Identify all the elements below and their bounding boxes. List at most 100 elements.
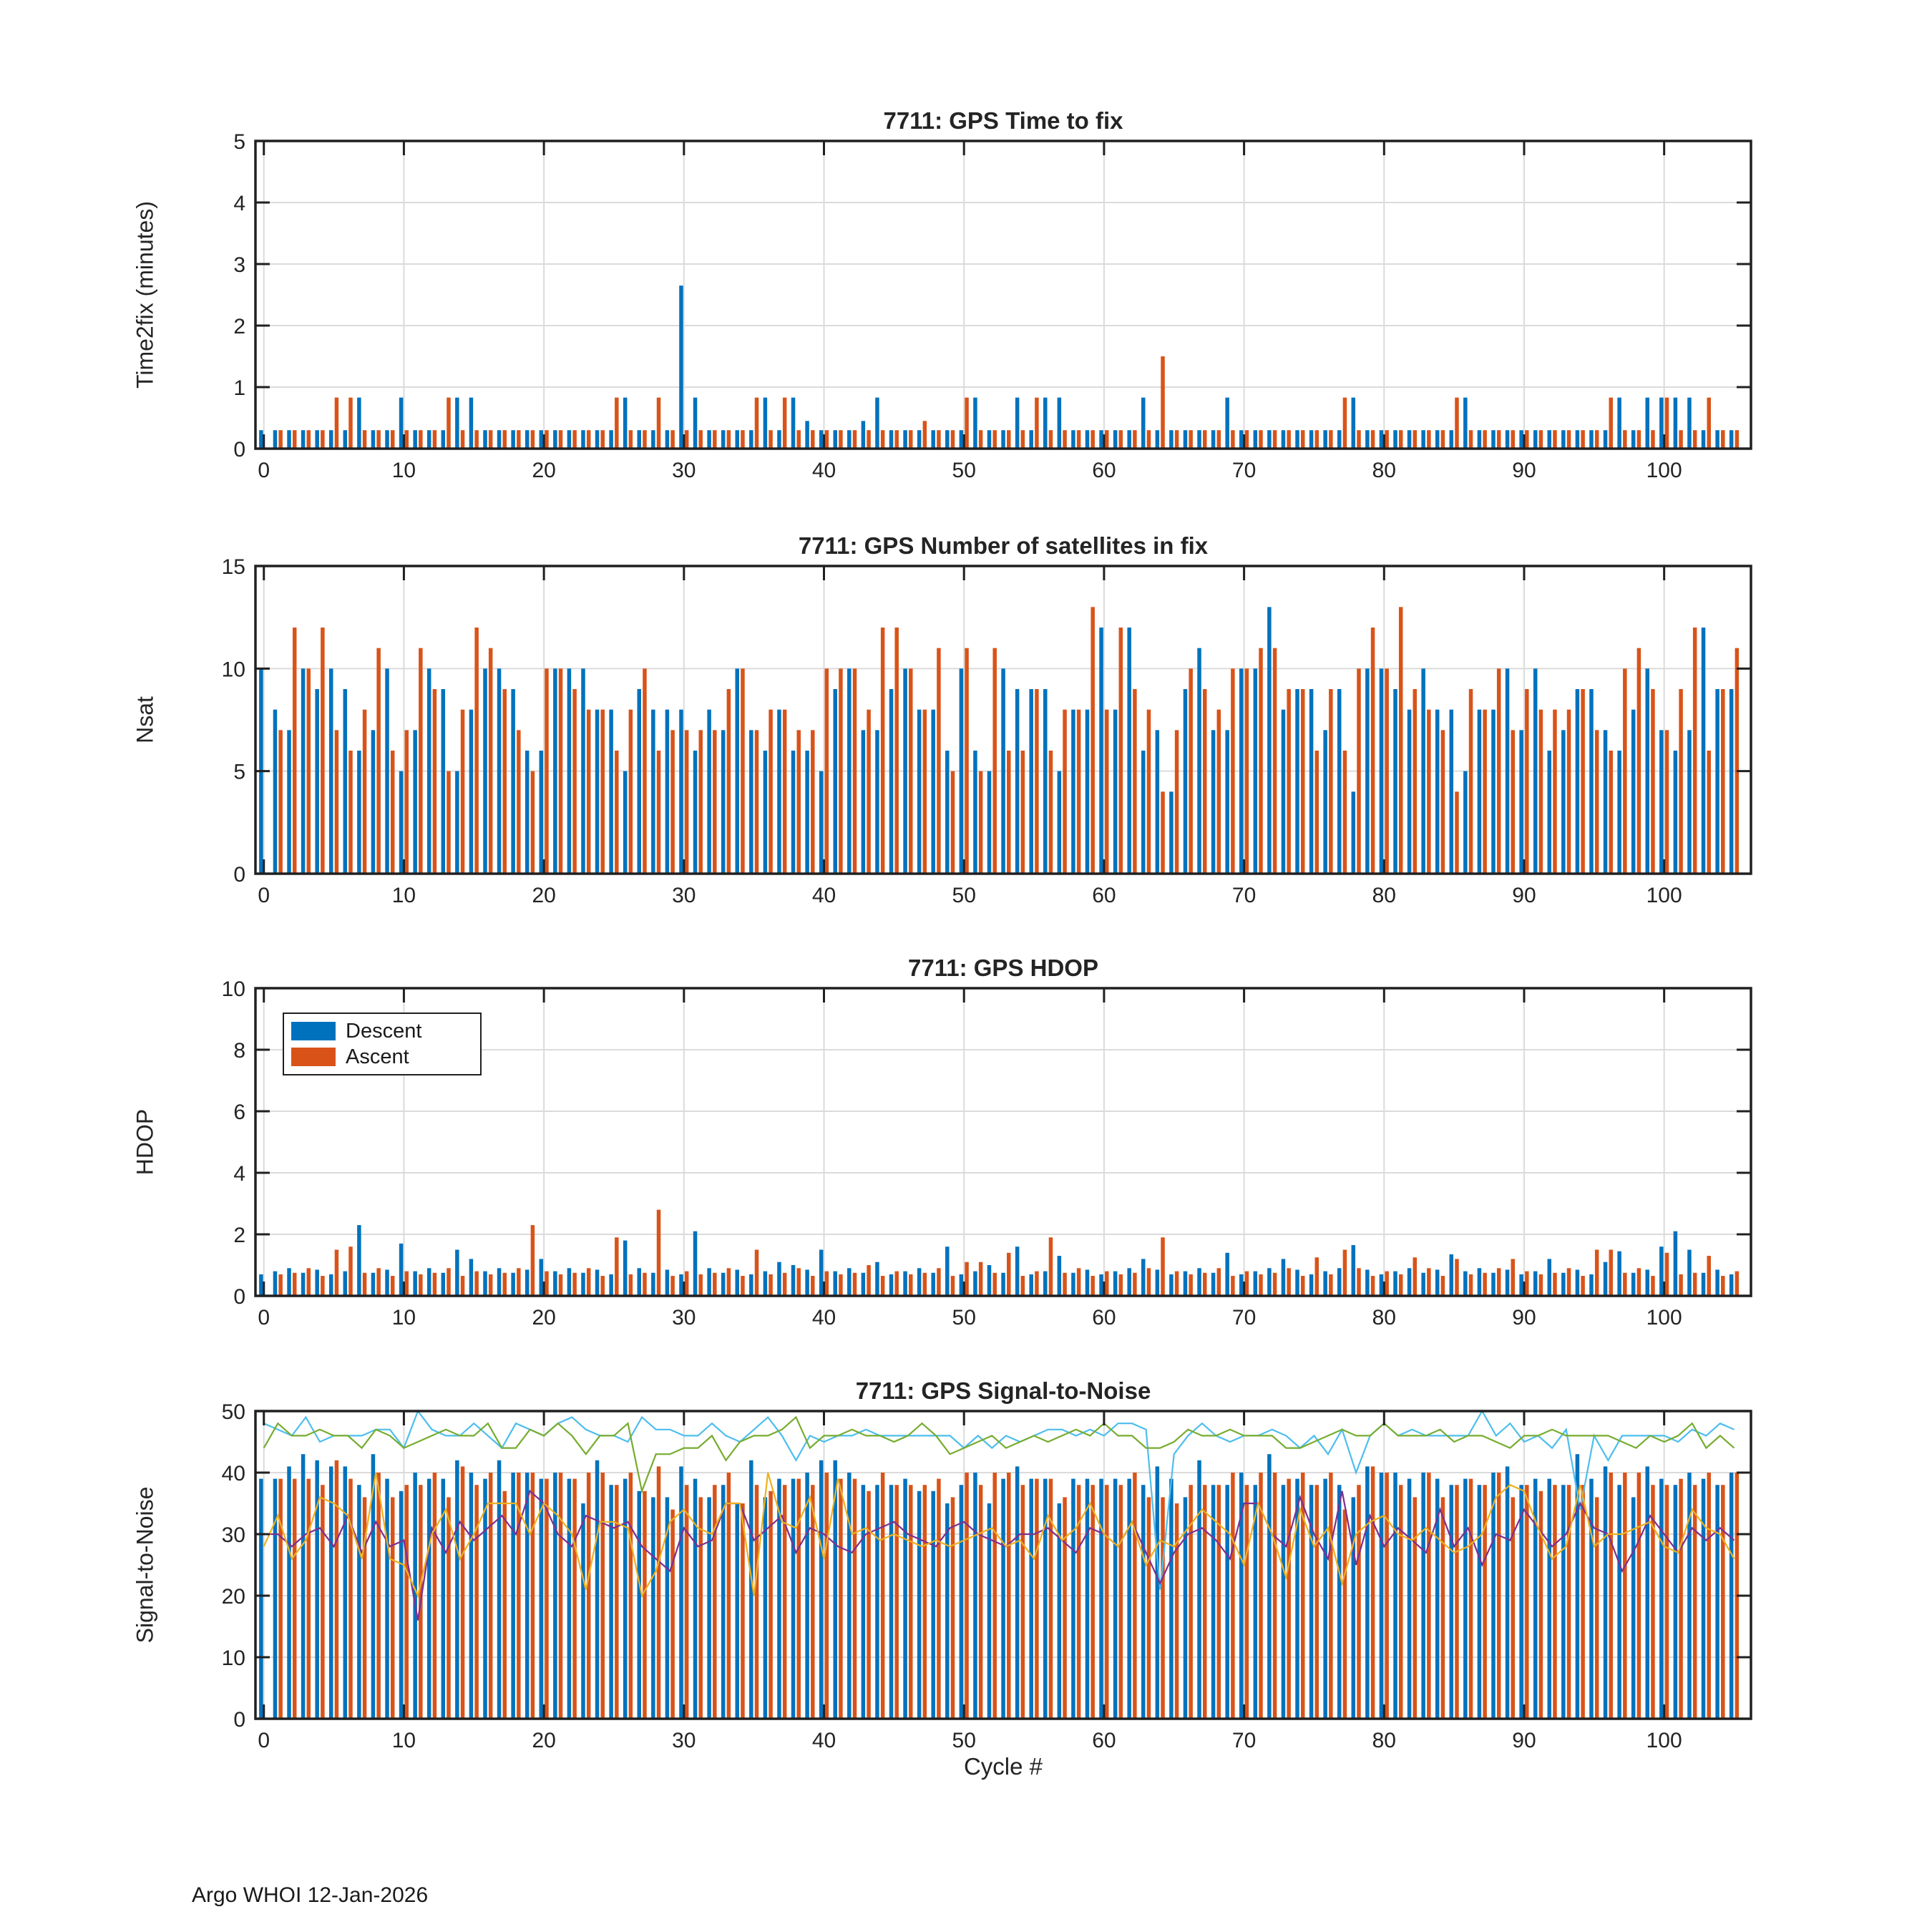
svg-text:8: 8 [233, 1039, 245, 1063]
svg-text:70: 70 [1232, 884, 1256, 907]
svg-text:10: 10 [392, 884, 416, 907]
svg-text:20: 20 [532, 459, 555, 482]
svg-text:2: 2 [233, 1224, 245, 1247]
svg-text:40: 40 [812, 1306, 836, 1330]
svg-text:0: 0 [233, 1285, 245, 1309]
subplot-2-ylabel: Nsat [132, 696, 158, 743]
subplot-3-ticks [255, 987, 1751, 1297]
svg-text:40: 40 [812, 459, 836, 482]
legend-label-descent: Descent [346, 1019, 422, 1043]
svg-text:70: 70 [1232, 1729, 1256, 1752]
svg-text:100: 100 [1646, 459, 1682, 482]
svg-text:40: 40 [812, 1729, 836, 1752]
subplot-2-frame [254, 565, 1752, 875]
svg-text:5: 5 [233, 130, 245, 154]
subplot-1-frame [254, 140, 1752, 450]
subplot-3-bars-descent [259, 1225, 1734, 1296]
svg-text:50: 50 [952, 1306, 976, 1330]
svg-text:70: 70 [1232, 1306, 1256, 1330]
legend-item-ascent: Ascent [291, 1045, 473, 1068]
subplot-4-frame [254, 1410, 1752, 1720]
svg-text:90: 90 [1512, 1306, 1536, 1330]
svg-text:1: 1 [233, 376, 245, 400]
subplot-4-line-ascent-max [263, 1415, 1735, 1494]
svg-text:0: 0 [233, 1708, 245, 1732]
svg-text:0: 0 [258, 884, 270, 907]
svg-text:10: 10 [392, 1729, 416, 1752]
svg-text:40: 40 [812, 884, 836, 907]
subplot-1-bars-ascent [278, 356, 1740, 449]
svg-text:30: 30 [672, 459, 696, 482]
svg-text:30: 30 [672, 1306, 696, 1330]
svg-text:90: 90 [1512, 1729, 1536, 1752]
svg-text:100: 100 [1646, 884, 1682, 907]
svg-text:60: 60 [1092, 884, 1116, 907]
svg-text:20: 20 [532, 1729, 555, 1752]
svg-text:4: 4 [233, 1162, 245, 1186]
subplot-4-tick-labels: 0 10 20 30 40 50 60 70 80 90 100 0 10 20 30 40 50 [222, 1400, 1682, 1752]
svg-text:20: 20 [532, 884, 555, 907]
svg-text:10: 10 [222, 1646, 245, 1670]
subplot-2-tick-labels: 0 10 20 30 40 50 60 70 80 90 100 0 5 10 15 [222, 555, 1682, 907]
subplot-3-ylabel: HDOP [132, 1108, 158, 1176]
subplot-1-ticks [255, 140, 1751, 450]
svg-text:80: 80 [1372, 459, 1396, 482]
svg-text:5: 5 [233, 761, 245, 784]
svg-text:0: 0 [258, 1729, 270, 1752]
subplot-4-ticks [255, 1410, 1751, 1720]
descent-color-swatch [291, 1022, 336, 1040]
svg-text:10: 10 [392, 1306, 416, 1330]
svg-text:20: 20 [532, 1306, 555, 1330]
svg-text:3: 3 [233, 253, 245, 277]
svg-text:70: 70 [1232, 459, 1256, 482]
subplot-4-bars-ascent [278, 1460, 1740, 1719]
svg-text:50: 50 [952, 884, 976, 907]
subplot-4-bars-descent [259, 1454, 1734, 1719]
subplot-1: 0 10 20 30 40 50 60 70 80 90 100 0 1 2 3 4 5 [233, 130, 1752, 482]
svg-text:60: 60 [1092, 459, 1116, 482]
svg-text:0: 0 [233, 438, 245, 462]
svg-text:2: 2 [233, 315, 245, 338]
svg-text:100: 100 [1646, 1306, 1682, 1330]
subplot-2-title: 7711: GPS Number of satellites in fix [798, 532, 1209, 559]
subplot-2-bars-ascent [278, 607, 1740, 874]
svg-text:60: 60 [1092, 1729, 1116, 1752]
svg-text:0: 0 [233, 863, 245, 887]
svg-text:80: 80 [1372, 1729, 1396, 1752]
svg-text:80: 80 [1372, 1306, 1396, 1330]
svg-text:10: 10 [222, 658, 245, 681]
subplot-2-ticks [255, 565, 1751, 875]
subplot-1-tick-labels: 0 10 20 30 40 50 60 70 80 90 100 0 1 2 3 4 5 [233, 130, 1682, 482]
svg-text:0: 0 [258, 1306, 270, 1330]
x-axis-label: Cycle # [963, 1753, 1043, 1780]
svg-text:40: 40 [222, 1462, 245, 1485]
subplot-3-title: 7711: GPS HDOP [908, 955, 1098, 981]
svg-text:30: 30 [672, 884, 696, 907]
svg-text:6: 6 [233, 1101, 245, 1124]
svg-text:90: 90 [1512, 884, 1536, 907]
subplot-2-bars-descent [259, 607, 1734, 874]
subplot-1-grid [255, 140, 1751, 449]
subplot-3: 0 10 20 30 40 50 60 70 80 90 100 0 2 4 6 8 10 [222, 977, 1752, 1330]
svg-text:30: 30 [222, 1523, 245, 1547]
subplot-3-bars-ascent [278, 1209, 1740, 1296]
legend: Descent Ascent [283, 1013, 482, 1075]
ascent-color-swatch [291, 1048, 336, 1066]
subplot-4-line-descent-mean [263, 1489, 1735, 1621]
svg-text:100: 100 [1646, 1729, 1682, 1752]
subplot-4: 0 10 20 30 40 50 60 70 80 90 100 0 10 20 30 40 50 [222, 1400, 1752, 1752]
svg-text:50: 50 [952, 459, 976, 482]
svg-text:4: 4 [233, 192, 245, 215]
subplot-1-bars-descent [259, 286, 1734, 449]
svg-text:50: 50 [952, 1729, 976, 1752]
subplot-4-title: 7711: GPS Signal-to-Noise [855, 1377, 1151, 1404]
subplot-4-ylabel: Signal-to-Noise [132, 1486, 158, 1644]
subplot-4-line-ascent-mean [263, 1472, 1735, 1599]
subplot-1-ylabel: Time2fix (minutes) [132, 201, 158, 389]
svg-text:80: 80 [1372, 884, 1396, 907]
svg-text:60: 60 [1092, 1306, 1116, 1330]
svg-text:50: 50 [222, 1400, 245, 1424]
svg-text:15: 15 [222, 555, 245, 579]
legend-label-ascent: Ascent [346, 1045, 409, 1068]
